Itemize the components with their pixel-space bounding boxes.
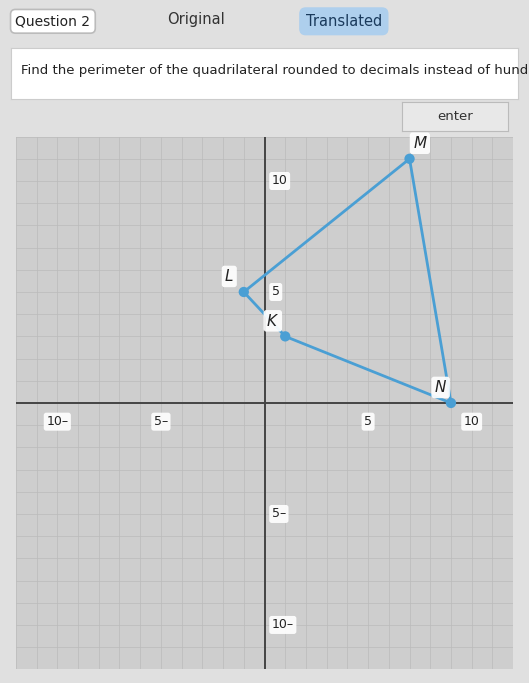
Point: [405, 154, 414, 165]
Point: [240, 286, 248, 297]
Text: 10–: 10–: [272, 618, 294, 632]
Text: 10: 10: [464, 415, 480, 428]
Text: 5: 5: [272, 285, 280, 298]
Point: [446, 398, 455, 408]
Text: 10: 10: [272, 174, 288, 188]
Text: Original: Original: [167, 12, 225, 27]
Text: 10–: 10–: [46, 415, 68, 428]
Text: enter: enter: [437, 110, 473, 123]
Text: $\mathit{M}$: $\mathit{M}$: [413, 135, 427, 151]
Text: $\mathit{K}$: $\mathit{K}$: [266, 313, 279, 329]
Text: Translated: Translated: [306, 14, 382, 29]
Text: $\mathit{N}$: $\mathit{N}$: [434, 380, 447, 395]
Text: $\mathit{L}$: $\mathit{L}$: [224, 268, 234, 284]
Text: 5: 5: [364, 415, 372, 428]
Text: Find the perimeter of the quadrilateral rounded to decimals instead of hundredth: Find the perimeter of the quadrilateral …: [21, 64, 529, 77]
Text: 5–: 5–: [154, 415, 168, 428]
Text: 5–: 5–: [272, 507, 286, 520]
Point: [281, 331, 289, 342]
Text: Question 2: Question 2: [15, 14, 90, 28]
